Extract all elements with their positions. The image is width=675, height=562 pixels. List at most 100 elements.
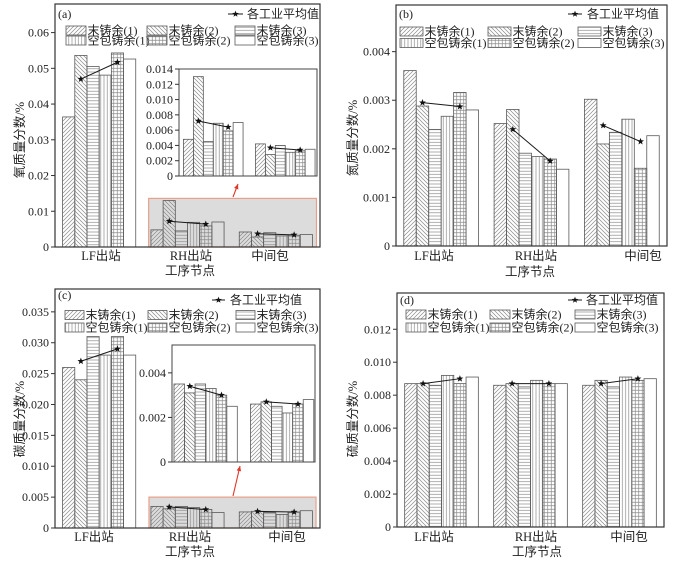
inset-bar-s3-c3 xyxy=(271,405,283,463)
legend-label: 空包铸余(3) xyxy=(257,320,319,335)
legend-swatch-diagonal-down xyxy=(489,309,511,320)
legend-label: 末铸余(3) xyxy=(603,24,653,39)
inset-bar-s2-c3 xyxy=(260,401,272,463)
inset-bar-s4-c2 xyxy=(205,388,217,463)
main-average-star-marker xyxy=(254,230,261,237)
main-average-line-c3 xyxy=(601,378,638,385)
y-tick-label: 0.020 xyxy=(22,397,49,411)
main-average-star-marker xyxy=(165,503,173,510)
legend-star-marker-icon xyxy=(571,296,579,303)
x-axis-title: 工序节点 xyxy=(505,264,555,279)
inset-average-star-marker xyxy=(262,398,270,405)
inset-average-star-marker xyxy=(194,117,202,124)
x-category-label: 中间包 xyxy=(624,248,662,263)
legend-label-average: 各工业平均值 xyxy=(230,292,302,307)
main-bar-s2-c3 xyxy=(251,510,265,529)
main-bar-s3-c1 xyxy=(428,384,442,528)
x-axis-title: 工序节点 xyxy=(165,544,215,559)
y-tick-label: 0.002 xyxy=(363,142,390,156)
inset-y-tick-label: 0.012 xyxy=(146,77,173,91)
y-tick-label: 0.015 xyxy=(22,428,49,442)
legend-swatch-diagonal-up xyxy=(64,310,85,320)
main-average-line-c1 xyxy=(422,102,460,108)
inset-frame xyxy=(178,68,318,177)
inset-bar-s4-c3 xyxy=(281,412,294,463)
y-tick-label: 0 xyxy=(43,521,49,535)
legend-swatch-horizontal xyxy=(235,310,256,320)
main-average-star-marker xyxy=(202,505,210,513)
main-bar-s6-c2 xyxy=(556,168,570,247)
legend-swatch-blank xyxy=(234,35,256,46)
arrow-head-icon xyxy=(236,466,242,472)
main-bar-s2-c2 xyxy=(505,383,519,528)
x-category-label: 中间包 xyxy=(251,248,289,263)
legend-swatch-vertical xyxy=(405,322,427,333)
main-average-star-marker xyxy=(290,231,298,238)
main-bar-s4-c2 xyxy=(187,507,201,529)
inset-average-star-marker xyxy=(218,391,225,399)
inset-frame xyxy=(171,344,316,463)
main-bar-s2-c3 xyxy=(251,236,265,248)
main-bar-s3-c2 xyxy=(517,386,531,528)
y-tick-label: 0.035 xyxy=(22,305,49,319)
legend-swatch-grid xyxy=(487,38,512,48)
inset-bar-s5-c3 xyxy=(294,150,306,177)
main-bar-s1-c2 xyxy=(493,384,507,528)
legend-swatch-horizontal xyxy=(234,25,256,36)
inset-y-tick-label: 0.008 xyxy=(146,108,173,122)
inset-bar-s5-c2 xyxy=(222,130,234,177)
panel-label: (d) xyxy=(400,293,414,307)
legend-label: 空包铸余(1) xyxy=(88,33,150,48)
main-bar-s1-c1 xyxy=(404,383,418,528)
legend-label: 末铸余(1) xyxy=(428,307,478,322)
main-bar-s3-c2 xyxy=(174,505,188,529)
inset-average-line-c3 xyxy=(270,147,301,151)
y-tick-label: 0.012 xyxy=(364,322,391,336)
main-bar-s5-c2 xyxy=(199,509,213,529)
inset-bar-s1-c3 xyxy=(255,143,266,177)
y-tick-label: 0 xyxy=(43,240,49,254)
inset-y-tick-label: 0 xyxy=(160,455,166,469)
legend-swatch-grid xyxy=(147,322,168,333)
y-axis-title: 碳质量分数/% xyxy=(12,381,27,457)
arrow-head-icon xyxy=(234,184,239,190)
main-average-line-c3 xyxy=(257,510,295,513)
main-bar-s3-c3 xyxy=(263,232,277,248)
x-category-label: LF出站 xyxy=(74,530,114,544)
main-bar-s2-c1 xyxy=(415,105,430,247)
legend-label: 末铸余(2) xyxy=(169,23,219,38)
inset-bar-s2-c2 xyxy=(184,392,196,463)
panel-label: (c) xyxy=(58,288,71,302)
y-tick-label: 0.008 xyxy=(364,388,391,402)
inset-zoom-plot: 0 0.002 0.004 xyxy=(139,344,316,469)
main-average-star-marker xyxy=(634,375,642,382)
inset-bar-s4-c2 xyxy=(212,122,224,177)
legend-swatch-diagonal-up xyxy=(405,309,427,320)
main-bar-s4-c2 xyxy=(530,379,544,528)
inset-bar-s1-c2 xyxy=(173,383,185,463)
legend-label: 空包铸余(2) xyxy=(169,320,231,335)
y-axis-title: 氧质量分数/% xyxy=(12,102,27,178)
inset-average-star-marker xyxy=(266,144,274,151)
main-bar-s4-c2 xyxy=(531,156,545,247)
legend-label: 末铸余(2) xyxy=(169,307,219,322)
legend-label: 空包铸余(1) xyxy=(425,35,487,50)
legend-swatch-diagonal-down xyxy=(146,25,168,36)
main-bar-s5-c3 xyxy=(287,511,301,529)
panel-d: 0 0.002 0.004 0.006 0.008 0.010 0.012 LF出站 RH出站 中… xyxy=(345,292,665,559)
inset-bar-s5-c3 xyxy=(292,403,304,463)
main-bar-s5-c3 xyxy=(633,167,648,247)
legend-swatch-diagonal-up xyxy=(65,25,87,36)
x-category-label: RH出站 xyxy=(515,530,557,544)
main-bar-s4-c1 xyxy=(98,74,112,248)
main-bar-s2-c3 xyxy=(596,143,610,247)
y-tick-label: 0.04 xyxy=(28,97,49,111)
y-tick-label: 0.030 xyxy=(22,336,49,350)
inset-average-line-c2 xyxy=(198,120,229,128)
main-bar-s5-c2 xyxy=(543,158,557,247)
main-bar-s3-c2 xyxy=(174,230,188,248)
inset-bar-s3-c2 xyxy=(194,383,207,463)
inset-y-tick-label: 0.002 xyxy=(139,410,166,424)
main-bar-s2-c1 xyxy=(416,383,430,528)
